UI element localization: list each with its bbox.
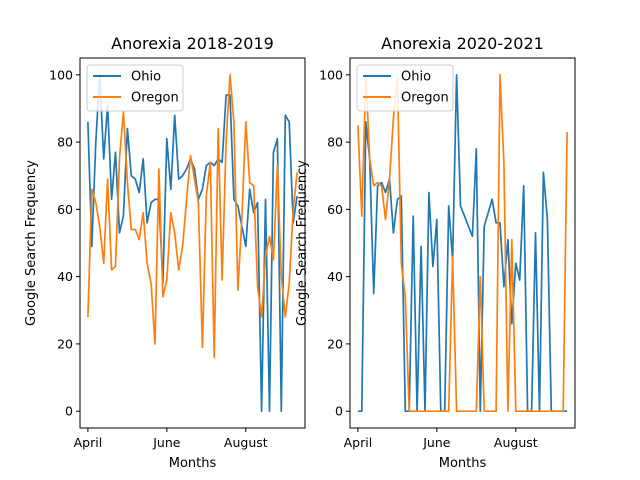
left-xtick-label: April — [74, 435, 103, 450]
left-ticks: 0 20 40 60 80 100 April June August — [49, 67, 268, 450]
left-legend-ohio-label: Ohio — [131, 70, 161, 85]
left-ylabel: Google Search Frequency — [24, 160, 39, 326]
right-xtick-label: April — [344, 435, 373, 450]
left-xtick-label: June — [152, 435, 181, 450]
right-ytick-label: 40 — [327, 269, 343, 284]
left-ytick-label: 0 — [65, 404, 73, 419]
left-legend: Ohio Oregon — [86, 64, 184, 112]
left-legend-oregon-label: Oregon — [131, 91, 179, 106]
right-xtick-label: June — [422, 435, 451, 450]
left-ytick-label: 20 — [57, 336, 73, 351]
right-ytick-label: 0 — [335, 404, 343, 419]
right-lines — [357, 73, 568, 413]
right-legend-ohio-label: Ohio — [401, 70, 431, 85]
right-ticks: 0 20 40 60 80 100 April June August — [319, 67, 538, 450]
left-plot-frame — [79, 57, 306, 429]
right-legend: Ohio Oregon — [356, 64, 454, 112]
left-ytick-label: 60 — [57, 202, 73, 217]
right-ytick-label: 20 — [327, 336, 343, 351]
left-series-ohio-line — [87, 73, 298, 413]
left-panel: Anorexia 2018-2019 Months Google Search … — [24, 34, 306, 471]
right-legend-oregon-label: Oregon — [401, 91, 449, 106]
right-panel: Anorexia 2020-2021 Months Google Search … — [295, 34, 576, 471]
left-xtick-label: August — [224, 435, 268, 450]
right-title: Anorexia 2020-2021 — [381, 34, 544, 53]
left-ytick-label: 80 — [57, 135, 73, 150]
right-ytick-label: 60 — [327, 202, 343, 217]
right-plot-frame — [349, 57, 576, 429]
left-lines — [87, 73, 298, 413]
right-ytick-label: 80 — [327, 135, 343, 150]
left-xlabel: Months — [169, 456, 217, 471]
right-series-ohio-line — [357, 73, 568, 413]
left-series-oregon-line — [87, 73, 298, 359]
right-ytick-label: 100 — [319, 67, 343, 82]
right-xtick-label: August — [494, 435, 538, 450]
right-ylabel: Google Search Frequency — [295, 160, 310, 326]
left-ytick-label: 100 — [49, 67, 73, 82]
left-title: Anorexia 2018-2019 — [111, 34, 274, 53]
right-xlabel: Months — [439, 456, 487, 471]
right-series-oregon-line — [357, 73, 568, 413]
left-ytick-label: 40 — [57, 269, 73, 284]
